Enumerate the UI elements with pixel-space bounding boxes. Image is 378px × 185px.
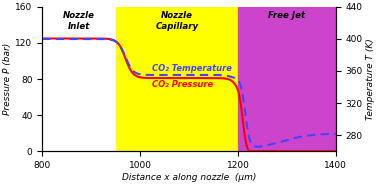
Y-axis label: Pressure P (bar): Pressure P (bar) [3,43,12,115]
X-axis label: Distance x along nozzle  (μm): Distance x along nozzle (μm) [122,173,256,181]
Bar [42,7,116,151]
Y-axis label: Temperature T (K): Temperature T (K) [366,38,375,120]
Text: Nozzle
Capillary: Nozzle Capillary [155,11,198,31]
Bar [238,7,336,151]
Text: Free Jet: Free Jet [268,11,305,21]
Bar [116,7,238,151]
Text: Nozzle
Inlet: Nozzle Inlet [63,11,95,31]
Text: CO₂ Temperature: CO₂ Temperature [152,64,232,73]
Text: CO₂ Pressure: CO₂ Pressure [152,80,214,89]
